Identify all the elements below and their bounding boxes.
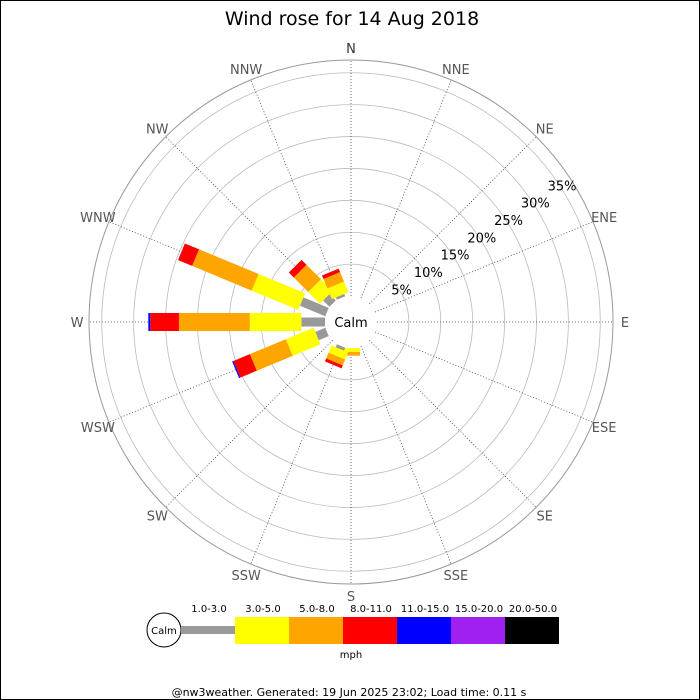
direction-label-sse: SSE <box>443 569 468 584</box>
grid-spoke <box>360 345 452 565</box>
bar-segment-ssw-1.0-3.0 <box>335 344 346 351</box>
bar-segment-nw-1.0-3.0 <box>323 294 336 307</box>
grid-spoke <box>369 136 537 304</box>
bar-segment-ssw-3.0-5.0 <box>328 345 349 360</box>
legend-bin-label: 1.0-3.0 <box>191 604 226 615</box>
bar-segment-nw-3.0-5.0 <box>308 279 333 304</box>
footer-text: @nw3weather. Generated: 19 Jun 2025 23:0… <box>172 686 527 699</box>
calm-label: Calm <box>334 316 367 331</box>
grid-spoke <box>250 345 342 565</box>
legend-swatch-1.0-3.0 <box>181 626 235 634</box>
bar-segment-nnw-3.0-5.0 <box>327 281 349 300</box>
bar-segment-wnw-1.0-3.0 <box>299 297 329 317</box>
radial-tick-label: 20% <box>467 231 496 246</box>
bar-segment-wsw-8.0-11.0 <box>233 354 257 378</box>
direction-label-nne: NNE <box>442 63 470 78</box>
legend-swatch-8.0-11.0 <box>343 617 397 644</box>
legend-bin-label: 3.0-5.0 <box>245 604 280 615</box>
legend-bin-label: 8.0-11.0 <box>350 604 392 615</box>
direction-label-n: N <box>346 42 356 57</box>
grid-ring <box>133 104 569 540</box>
grid-spoke <box>374 221 594 313</box>
chart-title: Wind rose for 14 Aug 2018 <box>225 8 479 30</box>
legend-calm-label: Calm <box>151 626 177 637</box>
bar-segment-ssw-8.0-11.0 <box>324 358 343 369</box>
radial-tick-labels: 5%10% 15% 20% 25% 30% 35% <box>391 179 576 298</box>
speed-legend: Calm 1.0-3.0 3.0-5.0 5.0-8.0 8.0-11.0 11.0-15… <box>146 604 559 661</box>
legend-swatch-11.0-15.0 <box>397 617 451 644</box>
direction-label-ne: NE <box>536 122 554 137</box>
grid-spoke <box>250 79 342 299</box>
direction-label-ssw: SSW <box>231 569 261 584</box>
bar-segment-wsw-1.0-3.0 <box>315 327 329 341</box>
radial-tick-label: 15% <box>441 249 470 264</box>
bar-segment-nnw-1.0-3.0 <box>335 293 346 300</box>
bar-segment-wnw-5.0-8.0 <box>192 249 259 291</box>
legend-swatch-5.0-8.0 <box>289 617 343 644</box>
bar-segment-nw-8.0-11.0 <box>288 259 307 278</box>
grid-ring <box>101 72 601 572</box>
grid-spoke <box>374 331 594 423</box>
direction-label-nw: NW <box>146 122 169 137</box>
legend-swatch-3.0-5.0 <box>235 617 289 644</box>
legend-bin-label: 11.0-15.0 <box>401 604 449 615</box>
grid-spoke <box>165 340 333 508</box>
bar-segment-wnw-3.0-5.0 <box>251 273 306 310</box>
radial-tick-label: 25% <box>494 214 523 229</box>
bar-segment-nw-5.0-8.0 <box>293 264 321 292</box>
direction-label-wnw: WNW <box>80 211 116 226</box>
direction-label-s: S <box>347 590 355 605</box>
bar-segment-nnw-8.0-11.0 <box>321 268 341 280</box>
radial-tick-label: 35% <box>548 179 577 194</box>
grid-spoke <box>369 340 537 508</box>
radial-tick-label: 30% <box>521 197 550 212</box>
direction-labels: N NNE NE ENE E ESE SE SSE S SSW SW WSW W WNW NW NNW <box>71 42 630 605</box>
bar-segment-ssw-5.0-8.0 <box>326 352 346 366</box>
calm-circle <box>327 298 375 346</box>
grid-outer-ring <box>88 59 614 585</box>
direction-label-se: SE <box>537 510 553 525</box>
direction-label-e: E <box>621 316 629 331</box>
direction-label-ene: ENE <box>591 211 617 226</box>
legend-unit-label: mph <box>340 650 362 661</box>
direction-label-nnw: NNW <box>230 63 262 78</box>
direction-label-ese: ESE <box>592 421 617 436</box>
legend-bin-label: 20.0-50.0 <box>509 604 557 615</box>
calm-center: Calm <box>327 298 375 346</box>
radial-tick-label: 10% <box>414 266 443 281</box>
bar-segment-wnw-8.0-11.0 <box>177 243 200 266</box>
bar-segment-wsw-5.0-8.0 <box>249 339 293 371</box>
direction-label-wsw: WSW <box>81 421 115 436</box>
legend-swatch-20.0-50.0 <box>505 617 559 644</box>
direction-label-w: W <box>71 316 84 331</box>
legend-bin-label: 15.0-20.0 <box>455 604 503 615</box>
bar-segment-nnw-5.0-8.0 <box>323 272 344 289</box>
grid-spoke <box>360 79 452 299</box>
direction-label-sw: SW <box>147 510 168 525</box>
wind-bars <box>148 243 360 379</box>
bar-segment-wsw-3.0-5.0 <box>285 327 321 356</box>
legend-swatch-15.0-20.0 <box>451 617 505 644</box>
legend-bin-label: 5.0-8.0 <box>299 604 334 615</box>
radial-tick-label: 5% <box>391 283 412 298</box>
